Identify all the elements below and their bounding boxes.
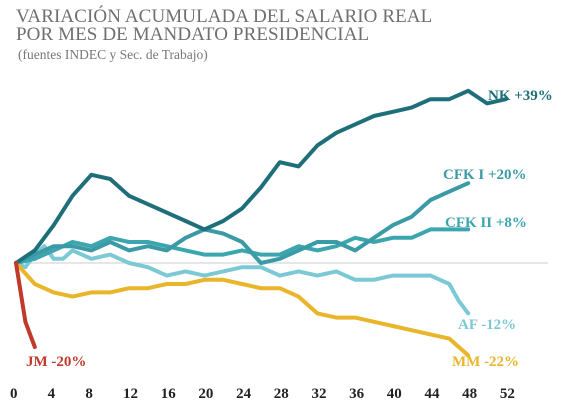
x-tick-label: 4 <box>48 386 56 402</box>
series-line-cfk-ii <box>14 227 471 265</box>
series-label-cfk-ii: CFK II +8% <box>445 215 527 231</box>
x-tick-label: 40 <box>387 386 402 402</box>
x-tick-label: 20 <box>198 386 213 402</box>
series-line-af <box>14 244 471 316</box>
x-tick-label: 48 <box>462 386 477 402</box>
series-line-jm <box>14 261 37 349</box>
series-label-cfk-i: CFK I +20% <box>443 167 527 183</box>
x-tick-label: 32 <box>311 386 326 402</box>
chart-title-line-1: VARIACIÓN ACUMULADA DEL SALARIO REAL <box>16 6 433 27</box>
x-tick-label: 16 <box>161 386 177 402</box>
series-label-af: AF -12% <box>458 317 516 333</box>
x-tick-label: 44 <box>424 386 440 402</box>
x-tick-label: 12 <box>123 386 138 402</box>
x-tick-label: 0 <box>10 386 18 402</box>
x-tick-label: 36 <box>349 386 365 402</box>
series-label-jm: JM -20% <box>26 354 86 370</box>
chart-title: VARIACIÓN ACUMULADA DEL SALARIO REAL POR… <box>16 6 433 45</box>
series-label-mm: MM -22% <box>452 354 519 370</box>
x-tick-label: 52 <box>500 386 515 402</box>
series-line-nk <box>14 88 508 265</box>
chart-subtitle: (fuentes INDEC y Sec. de Trabajo) <box>18 47 208 62</box>
series-line-cfk-i <box>14 181 471 265</box>
series-line-mm <box>14 261 471 358</box>
series-label-nk: NK +39% <box>488 88 553 104</box>
x-tick-label: 8 <box>85 386 93 402</box>
x-tick-label: 28 <box>274 386 289 402</box>
chart-title-line-2: POR MES DE MANDATO PRESIDENCIAL <box>16 24 370 45</box>
x-tick-label: 24 <box>236 386 252 402</box>
